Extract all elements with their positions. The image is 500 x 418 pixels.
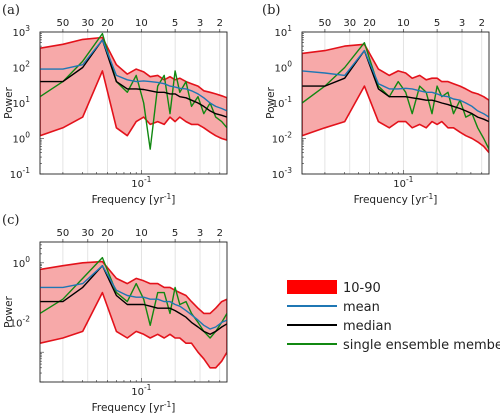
plot-frame: [301, 31, 490, 175]
y-tick-label: 102: [12, 60, 30, 75]
series-median: [40, 39, 227, 118]
legend-item: single ensemble member: [287, 338, 500, 353]
chart-panel: (a) 50 30 20 10 5 3 2 10-1 10-1 100 101 102 103 Freque…: [2, 3, 228, 206]
period-tick-label: 30: [81, 18, 94, 29]
series-single-ensemble-member: [40, 256, 227, 339]
period-tick-label: 3: [197, 18, 203, 29]
period-tick-label: 3: [459, 18, 465, 29]
band-10-90: [40, 260, 227, 369]
plot-data: [40, 32, 227, 150]
period-tick-label: 50: [57, 18, 70, 29]
plot-data: [40, 256, 227, 369]
panel-label: (b): [262, 3, 280, 18]
panel-label: (c): [2, 213, 19, 228]
legend-item: mean: [287, 300, 380, 315]
x-axis-label: Frequency [yr-1]: [354, 192, 438, 206]
y-tick-label: 103: [12, 24, 30, 39]
legend-swatch: [287, 280, 337, 294]
period-tick-label: 5: [434, 18, 440, 29]
y-tick-label: 101: [12, 95, 30, 110]
plot-frame: [39, 31, 228, 175]
period-tick-label: 2: [217, 228, 223, 239]
y-tick-label: 100: [12, 255, 30, 270]
series-mean: [40, 265, 227, 330]
period-tick-label: 5: [172, 18, 178, 29]
legend-label: median: [343, 319, 392, 334]
period-tick-label: 3: [197, 228, 203, 239]
legend-item: 10-90: [287, 280, 381, 296]
y-axis-label: Power: [265, 86, 277, 118]
period-tick-label: 30: [343, 18, 356, 29]
period-tick-label: 50: [319, 18, 332, 29]
legend: 10-90 mean median single ensemble member: [287, 280, 500, 353]
y-tick-label: 10-1: [10, 166, 30, 181]
legend-label: mean: [343, 300, 380, 315]
y-tick-label: 100: [12, 131, 30, 146]
series-single-ensemble-member: [302, 42, 489, 150]
period-tick-label: 20: [363, 18, 376, 29]
period-tick-label: 50: [57, 228, 70, 239]
legend-label: single ensemble member: [343, 338, 500, 353]
y-tick-label: 10-2: [272, 131, 292, 146]
period-tick-label: 2: [217, 18, 223, 29]
x-axis-label: Frequency [yr-1]: [92, 400, 176, 414]
chart-panel: (b) 50 30 20 10 5 3 2 10-1 10-3 10-2 10-1 100 101 Freq…: [262, 3, 490, 206]
y-tick-label: 10-3: [272, 166, 292, 181]
series-median: [302, 49, 489, 123]
y-axis-label: Power: [3, 86, 15, 118]
band-10-90: [302, 43, 489, 154]
period-tick-label: 10: [397, 18, 410, 29]
plot-frame: [39, 241, 228, 383]
series-mean: [302, 49, 489, 118]
series-mean: [40, 39, 227, 112]
period-tick-label: 30: [81, 228, 94, 239]
x-tick-label: 10-1: [131, 175, 151, 190]
legend-label: 10-90: [343, 281, 381, 296]
chart-panel: (c) 50 30 20 10 5 3 2 10-1 10-2 100 Frequency [yr-1…: [2, 213, 228, 414]
legend-item: median: [287, 319, 392, 334]
period-tick-label: 20: [101, 18, 114, 29]
period-tick-label: 2: [479, 18, 485, 29]
period-tick-label: 10: [135, 18, 148, 29]
period-tick-label: 10: [135, 228, 148, 239]
panel-label: (a): [2, 3, 20, 18]
x-tick-label: 10-1: [393, 175, 413, 190]
y-tick-label: 10-2: [10, 314, 30, 329]
series-median: [40, 265, 227, 335]
x-tick-label: 10-1: [131, 383, 151, 398]
y-tick-label: 10-1: [272, 95, 292, 110]
plot-data: [302, 42, 489, 154]
y-axis-label: Power: [3, 295, 15, 327]
x-axis-label: Frequency [yr-1]: [92, 192, 176, 206]
y-tick-label: 101: [274, 24, 292, 39]
period-tick-label: 5: [172, 228, 178, 239]
period-tick-label: 20: [101, 228, 114, 239]
y-tick-label: 100: [274, 60, 292, 75]
